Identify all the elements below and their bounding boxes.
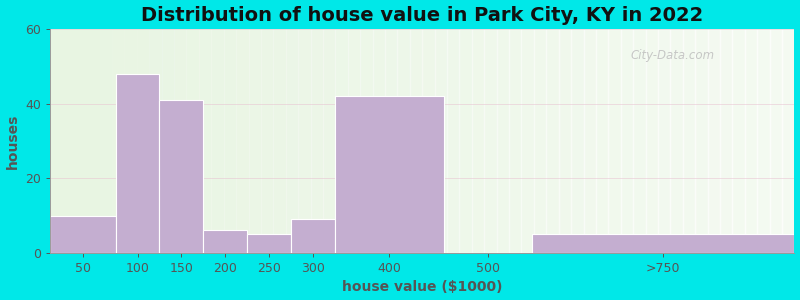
Bar xyxy=(50,215,116,253)
Bar xyxy=(608,29,621,253)
Bar xyxy=(758,29,770,253)
Bar xyxy=(745,29,758,253)
Bar xyxy=(274,29,286,253)
Bar xyxy=(236,29,249,253)
Bar xyxy=(682,29,695,253)
Bar xyxy=(323,29,335,253)
Bar xyxy=(261,29,274,253)
Bar xyxy=(50,29,62,253)
Bar xyxy=(658,29,670,253)
Bar xyxy=(298,29,310,253)
Bar xyxy=(334,96,444,253)
Bar xyxy=(621,29,633,253)
Bar xyxy=(484,29,497,253)
Bar xyxy=(472,29,484,253)
Bar xyxy=(335,29,348,253)
X-axis label: house value ($1000): house value ($1000) xyxy=(342,280,502,294)
Text: City-Data.com: City-Data.com xyxy=(630,49,714,62)
Bar xyxy=(422,29,434,253)
Bar xyxy=(186,29,199,253)
Bar xyxy=(522,29,534,253)
Bar xyxy=(733,29,745,253)
Bar xyxy=(398,29,410,253)
Bar xyxy=(150,29,162,253)
Bar xyxy=(137,29,150,253)
Bar xyxy=(112,29,125,253)
Bar xyxy=(116,74,159,253)
Bar xyxy=(203,230,247,253)
Bar xyxy=(199,29,211,253)
Bar xyxy=(291,219,334,253)
Bar xyxy=(558,29,571,253)
Bar xyxy=(583,29,596,253)
Bar xyxy=(532,234,794,253)
Bar xyxy=(211,29,224,253)
Bar xyxy=(546,29,558,253)
Bar xyxy=(360,29,373,253)
Bar xyxy=(373,29,385,253)
Bar xyxy=(286,29,298,253)
Bar xyxy=(782,29,794,253)
Bar xyxy=(707,29,720,253)
Bar xyxy=(447,29,459,253)
Bar xyxy=(159,100,203,253)
Title: Distribution of house value in Park City, KY in 2022: Distribution of house value in Park City… xyxy=(141,6,703,25)
Bar xyxy=(385,29,398,253)
Bar xyxy=(695,29,707,253)
Bar xyxy=(224,29,236,253)
Bar xyxy=(410,29,422,253)
Bar xyxy=(62,29,75,253)
Bar xyxy=(459,29,472,253)
Bar xyxy=(174,29,186,253)
Bar xyxy=(310,29,323,253)
Bar xyxy=(571,29,583,253)
Bar xyxy=(670,29,682,253)
Bar xyxy=(249,29,261,253)
Bar xyxy=(534,29,546,253)
Bar xyxy=(247,234,291,253)
Bar xyxy=(100,29,112,253)
Bar xyxy=(633,29,646,253)
Bar xyxy=(125,29,137,253)
Bar xyxy=(75,29,87,253)
Bar xyxy=(348,29,360,253)
Y-axis label: houses: houses xyxy=(6,113,19,169)
Bar xyxy=(434,29,447,253)
Bar xyxy=(87,29,100,253)
Bar xyxy=(162,29,174,253)
Bar xyxy=(497,29,509,253)
Bar xyxy=(770,29,782,253)
Bar xyxy=(720,29,733,253)
Bar xyxy=(596,29,608,253)
Bar xyxy=(646,29,658,253)
Bar xyxy=(509,29,522,253)
